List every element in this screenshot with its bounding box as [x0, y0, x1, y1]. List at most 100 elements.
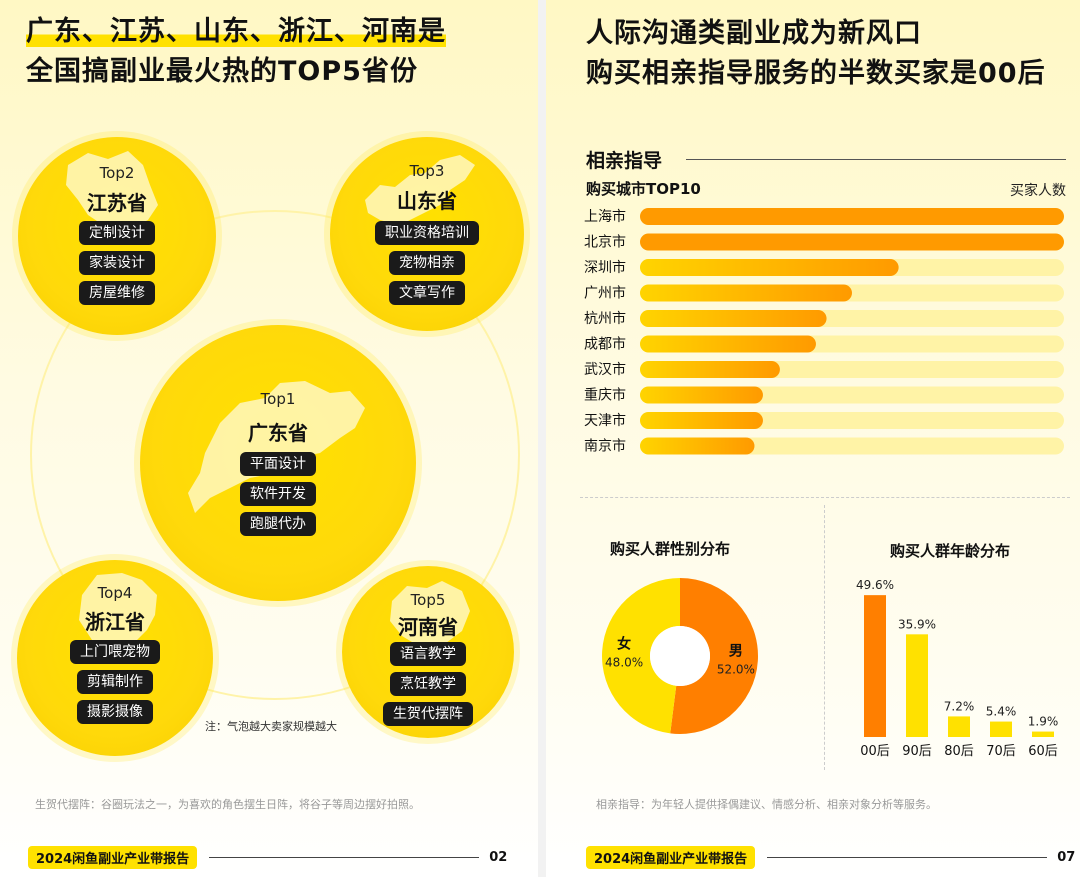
- gender-slice-value: 52.0%: [717, 663, 755, 677]
- section-divider: [580, 497, 1070, 498]
- bubble-tags: 职业资格培训 宠物相亲 文章写作: [330, 221, 524, 305]
- right-footer: 2024闲鱼副业产业带报告 07: [586, 845, 1075, 869]
- age-bar: [948, 716, 970, 737]
- bubble-rank: Top2: [99, 164, 135, 182]
- tag: 语言教学: [390, 642, 466, 666]
- city-tick-label: 深圳市: [584, 259, 626, 276]
- bubble-top3: Top3 山东省 职业资格培训 宠物相亲 文章写作: [330, 137, 524, 331]
- city-tick-label: 重庆市: [584, 387, 626, 404]
- bubble-province: 山东省: [397, 189, 457, 213]
- section-title: 相亲指导: [586, 150, 663, 172]
- bubble-province: 江苏省: [87, 191, 147, 215]
- city-bar: [640, 335, 816, 353]
- city-tick-label: 武汉市: [584, 361, 626, 378]
- report-brand: 2024闲鱼副业产业带报告: [28, 845, 198, 869]
- jiangsu-map-icon: [66, 151, 158, 240]
- bubble-tags: 定制设计 家装设计 房屋维修: [18, 221, 216, 305]
- bubble-rank: Top1: [260, 390, 296, 408]
- city-bar: [640, 233, 1064, 251]
- bubble-tags: 语言教学 烹饪教学 生贺代摆阵: [342, 642, 514, 726]
- footer-rule: [209, 856, 480, 858]
- section-rule: [686, 159, 1066, 160]
- henan-map-icon: [390, 581, 470, 648]
- city-chart-value-label: 买家人数: [1010, 183, 1066, 199]
- donut-hole: [650, 626, 710, 686]
- gender-donut-chart: 男 52.0% 女 48.0%: [601, 578, 758, 734]
- bubble-province: 河南省: [398, 615, 458, 639]
- bubble-province: 浙江省: [85, 610, 145, 634]
- tag: 房屋维修: [79, 281, 155, 305]
- city-tick-label: 北京市: [584, 234, 626, 251]
- city-bar: [640, 259, 899, 276]
- right-page-title: 人际沟通类副业成为新风口 购买相亲指导服务的半数买家是00后: [586, 14, 1046, 94]
- tag: 烹饪教学: [390, 672, 466, 696]
- right-title-line1: 人际沟通类副业成为新风口: [586, 18, 922, 49]
- zhejiang-map-icon: [79, 573, 157, 650]
- bubble-top4: Top4 浙江省 上门喂宠物 剪辑制作 摄影摄像: [17, 560, 213, 756]
- page-gutter: [538, 0, 546, 877]
- tag: 定制设计: [79, 221, 155, 245]
- left-footer: 2024闲鱼副业产业带报告 02: [28, 845, 508, 869]
- city-tick-label: 杭州市: [584, 310, 626, 327]
- page-number: 02: [489, 849, 508, 865]
- bubble-province: 广东省: [248, 421, 308, 445]
- bubble-top5: Top5 河南省 语言教学 烹饪教学 生贺代摆阵: [342, 566, 514, 738]
- left-title-line2: 全国搞副业最火热的TOP5省份: [26, 56, 418, 87]
- age-bar: [906, 634, 928, 737]
- bubble-size-note: 注：气泡越大卖家规模越大: [205, 720, 337, 733]
- tag: 生贺代摆阵: [383, 702, 473, 726]
- guangdong-map-icon: [188, 381, 365, 513]
- age-bar-value: 1.9%: [1028, 715, 1059, 729]
- age-bar: [864, 595, 886, 737]
- city-bar: [640, 386, 763, 404]
- age-tick-label: 00后: [860, 744, 890, 759]
- right-title-line2: 购买相亲指导服务的半数买家是00后: [586, 58, 1046, 89]
- bubble-tags: 平面设计 软件开发 跑腿代办: [140, 452, 416, 536]
- footer-rule: [767, 856, 1048, 858]
- city-bar: [640, 284, 852, 302]
- city-bar: [640, 208, 1064, 225]
- bubble-top2: Top2 江苏省 定制设计 家装设计 房屋维修: [18, 137, 216, 335]
- age-tick-label: 60后: [1028, 744, 1058, 759]
- city-tick-label: 上海市: [584, 208, 626, 225]
- right-page: 人际沟通类副业成为新风口 购买相亲指导服务的半数买家是00后 相亲指导 购买城市…: [546, 0, 1080, 877]
- gender-slice: [670, 578, 758, 734]
- age-bar-value: 49.6%: [856, 578, 894, 592]
- tag: 跑腿代办: [240, 512, 316, 536]
- city-tick-label: 南京市: [584, 438, 626, 455]
- gender-slice-label: 男: [729, 644, 743, 660]
- tag: 家装设计: [79, 251, 155, 275]
- tag: 职业资格培训: [375, 221, 479, 245]
- age-chart-title: 购买人群年龄分布: [890, 542, 1011, 560]
- bubble-rank: Top3: [409, 162, 445, 180]
- bubble-ring: [30, 210, 520, 700]
- bubble-rank: Top5: [410, 591, 446, 609]
- chart-divider: [824, 505, 825, 770]
- tag: 平面设计: [240, 452, 316, 476]
- age-bar-value: 5.4%: [986, 705, 1017, 719]
- left-footnote: 生贺代摆阵：谷圈玩法之一，为喜欢的角色摆生日阵，将谷子等周边摆好拍照。: [35, 798, 420, 811]
- left-title-line1: 广东、江苏、山东、浙江、河南是: [26, 16, 446, 47]
- tag: 文章写作: [389, 281, 465, 305]
- city-tick-label: 成都市: [584, 336, 626, 353]
- tag: 上门喂宠物: [70, 640, 160, 664]
- age-bar-value: 35.9%: [898, 617, 936, 631]
- city-bar: [640, 412, 763, 429]
- tag: 摄影摄像: [77, 700, 153, 724]
- bubble-rank: Top4: [97, 584, 133, 602]
- bubble-tags: 上门喂宠物 剪辑制作 摄影摄像: [17, 640, 213, 724]
- tag: 软件开发: [240, 482, 316, 506]
- city-chart-title: 购买城市TOP10: [586, 180, 701, 198]
- left-page-title: 广东、江苏、山东、浙江、河南是 全国搞副业最火热的TOP5省份: [26, 12, 446, 92]
- age-bar-value: 7.2%: [944, 699, 975, 713]
- tag: 宠物相亲: [389, 251, 465, 275]
- tag: 剪辑制作: [77, 670, 153, 694]
- city-tick-label: 广州市: [584, 285, 626, 302]
- report-brand: 2024闲鱼副业产业带报告: [586, 845, 756, 869]
- age-bar: [990, 721, 1012, 737]
- gender-slice-value: 48.0%: [605, 655, 643, 669]
- city-bar: [640, 361, 780, 378]
- right-footnote: 相亲指导：为年轻人提供择偶建议、情感分析、相亲对象分析等服务。: [596, 798, 937, 811]
- age-tick-label: 80后: [944, 744, 974, 759]
